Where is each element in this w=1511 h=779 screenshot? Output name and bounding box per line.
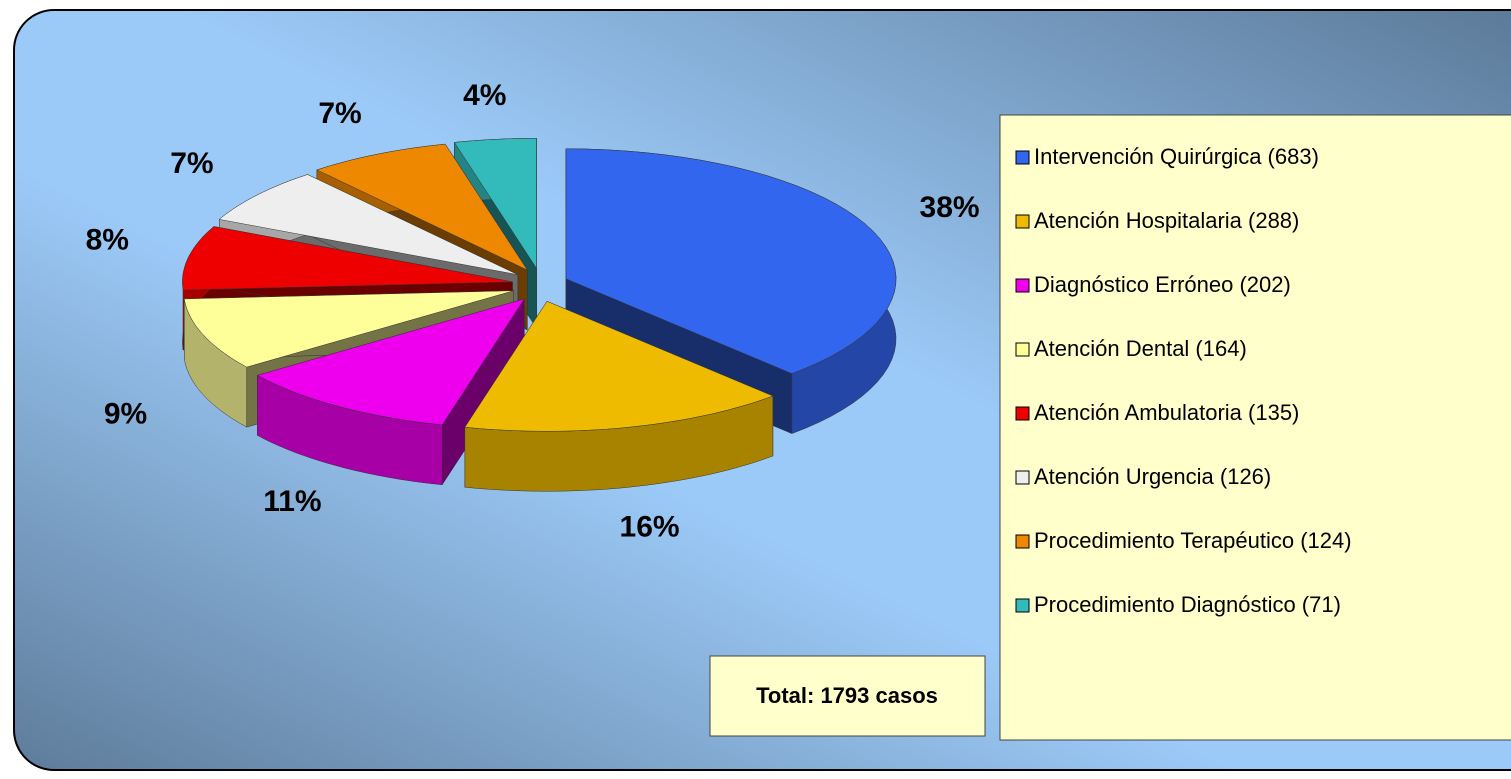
legend-swatch [1015, 342, 1030, 357]
legend-swatch [1015, 278, 1030, 293]
slice [565, 148, 897, 374]
legend-label: Atención Dental (164) [1034, 336, 1247, 361]
legend-label: Intervención Quirúrgica (683) [1034, 144, 1319, 169]
pie: 4% 7% 7% 38% 8% 9% 11% 16% [86, 79, 980, 544]
data-label: 16% [620, 511, 680, 544]
slice [453, 138, 537, 270]
slice [218, 174, 519, 275]
legend-label: Procedimiento Terapéutico (124) [1034, 528, 1352, 553]
legend-swatch [1015, 470, 1030, 485]
legend-swatch [1015, 150, 1030, 165]
data-label: 38% [920, 191, 980, 224]
legend-label: Diagnóstico Erróneo (202) [1034, 272, 1291, 297]
annotation: Total: 1793 casos [756, 683, 938, 708]
legend: Intervención Quirúrgica (683) Atención Ho… [1015, 144, 1352, 617]
legend-swatch [1015, 214, 1030, 229]
data-label: 9% [104, 398, 147, 431]
slice [184, 290, 514, 368]
legend-label: Atención Hospitalaria (288) [1034, 208, 1299, 233]
slice [464, 300, 774, 492]
slice [464, 300, 774, 432]
legend-swatch [1015, 406, 1030, 421]
slice [256, 298, 525, 486]
slice [316, 143, 528, 271]
data-label: 11% [263, 485, 321, 518]
data-label: 4% [463, 79, 506, 112]
slice [256, 298, 525, 426]
data-label: 7% [318, 97, 361, 130]
annotation-box [709, 655, 986, 737]
data-label: 7% [170, 147, 213, 180]
legend-label: Atención Urgencia (126) [1034, 464, 1271, 489]
legend-label: Atención Ambulatoria (135) [1034, 400, 1299, 425]
data-label: 8% [86, 223, 129, 256]
slice [182, 226, 513, 291]
legend-label: Procedimiento Diagnóstico (71) [1034, 592, 1341, 617]
legend-swatch [1015, 534, 1030, 549]
legend-swatch [1015, 598, 1030, 613]
legend-box [999, 114, 1511, 741]
